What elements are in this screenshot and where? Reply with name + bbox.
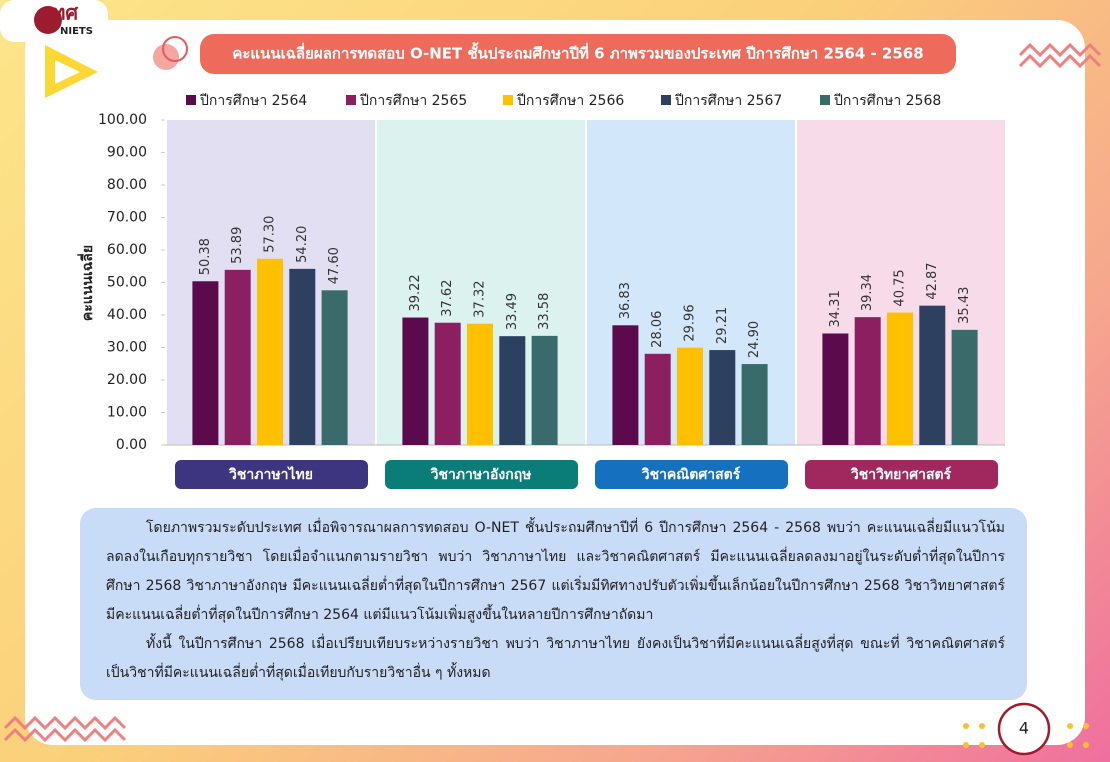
legend-label: ปีการศึกษา 2567 bbox=[675, 93, 783, 109]
bar bbox=[919, 305, 946, 445]
zigzag-deco bbox=[3, 727, 127, 743]
x-tick-label: วิชาภาษาไทย bbox=[228, 465, 313, 483]
y-tick-label: 60.00 bbox=[107, 242, 147, 258]
zigzag-deco bbox=[1018, 42, 1102, 58]
triangle-deco bbox=[55, 60, 80, 84]
bar bbox=[467, 323, 493, 445]
data-label: 39.22 bbox=[408, 274, 423, 311]
y-tick-label: 90.00 bbox=[107, 145, 147, 161]
y-tick-label: 10.00 bbox=[107, 405, 147, 421]
data-label: 33.49 bbox=[505, 293, 520, 330]
bar bbox=[289, 268, 316, 445]
legend-label: ปีการศึกษา 2566 bbox=[517, 93, 625, 109]
page-number-circle bbox=[997, 702, 1051, 756]
bar bbox=[192, 281, 219, 445]
bar bbox=[951, 329, 978, 445]
bar bbox=[612, 325, 639, 445]
y-tick-label: 40.00 bbox=[107, 307, 147, 323]
data-label: 54.20 bbox=[295, 226, 310, 263]
bar bbox=[434, 322, 461, 445]
category-pill bbox=[385, 460, 578, 489]
bar bbox=[499, 336, 526, 445]
bar bbox=[402, 317, 429, 445]
zigzag-deco bbox=[1018, 53, 1102, 69]
data-label: 35.43 bbox=[957, 287, 972, 324]
y-axis-label: คะแนนเฉลี่ย bbox=[77, 245, 96, 321]
data-label: 47.60 bbox=[327, 247, 342, 284]
data-label: 24.90 bbox=[747, 321, 762, 358]
category-pill bbox=[175, 460, 368, 489]
data-label: 29.21 bbox=[715, 307, 730, 344]
y-tick-label: 20.00 bbox=[107, 372, 147, 388]
legend-label: ปีการศึกษา 2565 bbox=[360, 93, 468, 109]
data-label: 37.32 bbox=[473, 280, 488, 317]
y-tick-label: 50.00 bbox=[107, 275, 147, 291]
page-number: 4 bbox=[1019, 719, 1029, 738]
y-tick-label: 100.00 bbox=[98, 112, 147, 128]
y-tick-label: 80.00 bbox=[107, 177, 147, 193]
summary-paragraph: โดยภาพรวมระดับประเทศ เมื่อพิจารณาผลการทด… bbox=[106, 520, 1005, 623]
bar bbox=[321, 290, 348, 445]
bar bbox=[677, 347, 703, 445]
bar bbox=[644, 353, 671, 445]
bar bbox=[531, 335, 558, 445]
data-label: 34.31 bbox=[828, 290, 843, 327]
legend-label: ปีการศึกษา 2564 bbox=[200, 93, 308, 109]
category-pill bbox=[805, 460, 998, 489]
logo: สทศ bbox=[40, 1, 79, 25]
data-label: 33.58 bbox=[537, 293, 552, 330]
data-label: 28.06 bbox=[650, 311, 665, 348]
chart-title: คะแนนเฉลี่ยผลการทดสอบ O-NET ชั้นประถมศึก… bbox=[232, 42, 923, 63]
y-tick-label: 0.00 bbox=[116, 437, 147, 453]
bar bbox=[741, 364, 768, 445]
x-tick-label: วิชาวิทยาศาสตร์ bbox=[850, 466, 952, 483]
data-label: 37.62 bbox=[440, 280, 455, 317]
x-tick-label: วิชาภาษาอังกฤษ bbox=[429, 467, 531, 483]
data-label: 39.34 bbox=[860, 274, 875, 311]
bar bbox=[257, 258, 283, 445]
legend-swatch bbox=[503, 95, 513, 105]
legend-label: ปีการศึกษา 2568 bbox=[834, 93, 942, 109]
summary-paragraph: ทั้งนี้ ในปีการศึกษา 2568 เมื่อเปรียบเที… bbox=[106, 636, 1005, 681]
data-label: 57.30 bbox=[263, 216, 278, 253]
y-tick-label: 70.00 bbox=[107, 210, 147, 226]
summary-box: โดยภาพรวมระดับประเทศ เมื่อพิจารณาผลการทด… bbox=[80, 508, 1027, 700]
data-label: 50.38 bbox=[198, 238, 213, 275]
data-label: 42.87 bbox=[925, 262, 940, 299]
dots-deco bbox=[963, 723, 1089, 748]
logo-sub: NIETS bbox=[60, 26, 93, 37]
legend-swatch bbox=[820, 95, 830, 105]
circle-deco bbox=[162, 36, 188, 62]
category-pill bbox=[595, 460, 788, 489]
bar bbox=[224, 269, 251, 445]
zigzag-deco bbox=[3, 715, 127, 731]
y-tick-label: 30.00 bbox=[107, 340, 147, 356]
data-label: 40.75 bbox=[893, 269, 908, 306]
bar bbox=[854, 317, 881, 445]
legend-swatch bbox=[346, 95, 356, 105]
data-label: 29.96 bbox=[683, 304, 698, 341]
data-label: 53.89 bbox=[230, 227, 245, 264]
logo-emblem bbox=[34, 6, 62, 34]
title-pill bbox=[200, 34, 956, 74]
bar bbox=[887, 312, 913, 445]
legend-swatch bbox=[661, 95, 671, 105]
data-label: 36.83 bbox=[618, 282, 633, 319]
bar bbox=[822, 333, 849, 445]
x-tick-label: วิชาคณิตศาสตร์ bbox=[641, 466, 741, 483]
bar bbox=[709, 350, 736, 445]
legend-swatch bbox=[186, 95, 196, 105]
